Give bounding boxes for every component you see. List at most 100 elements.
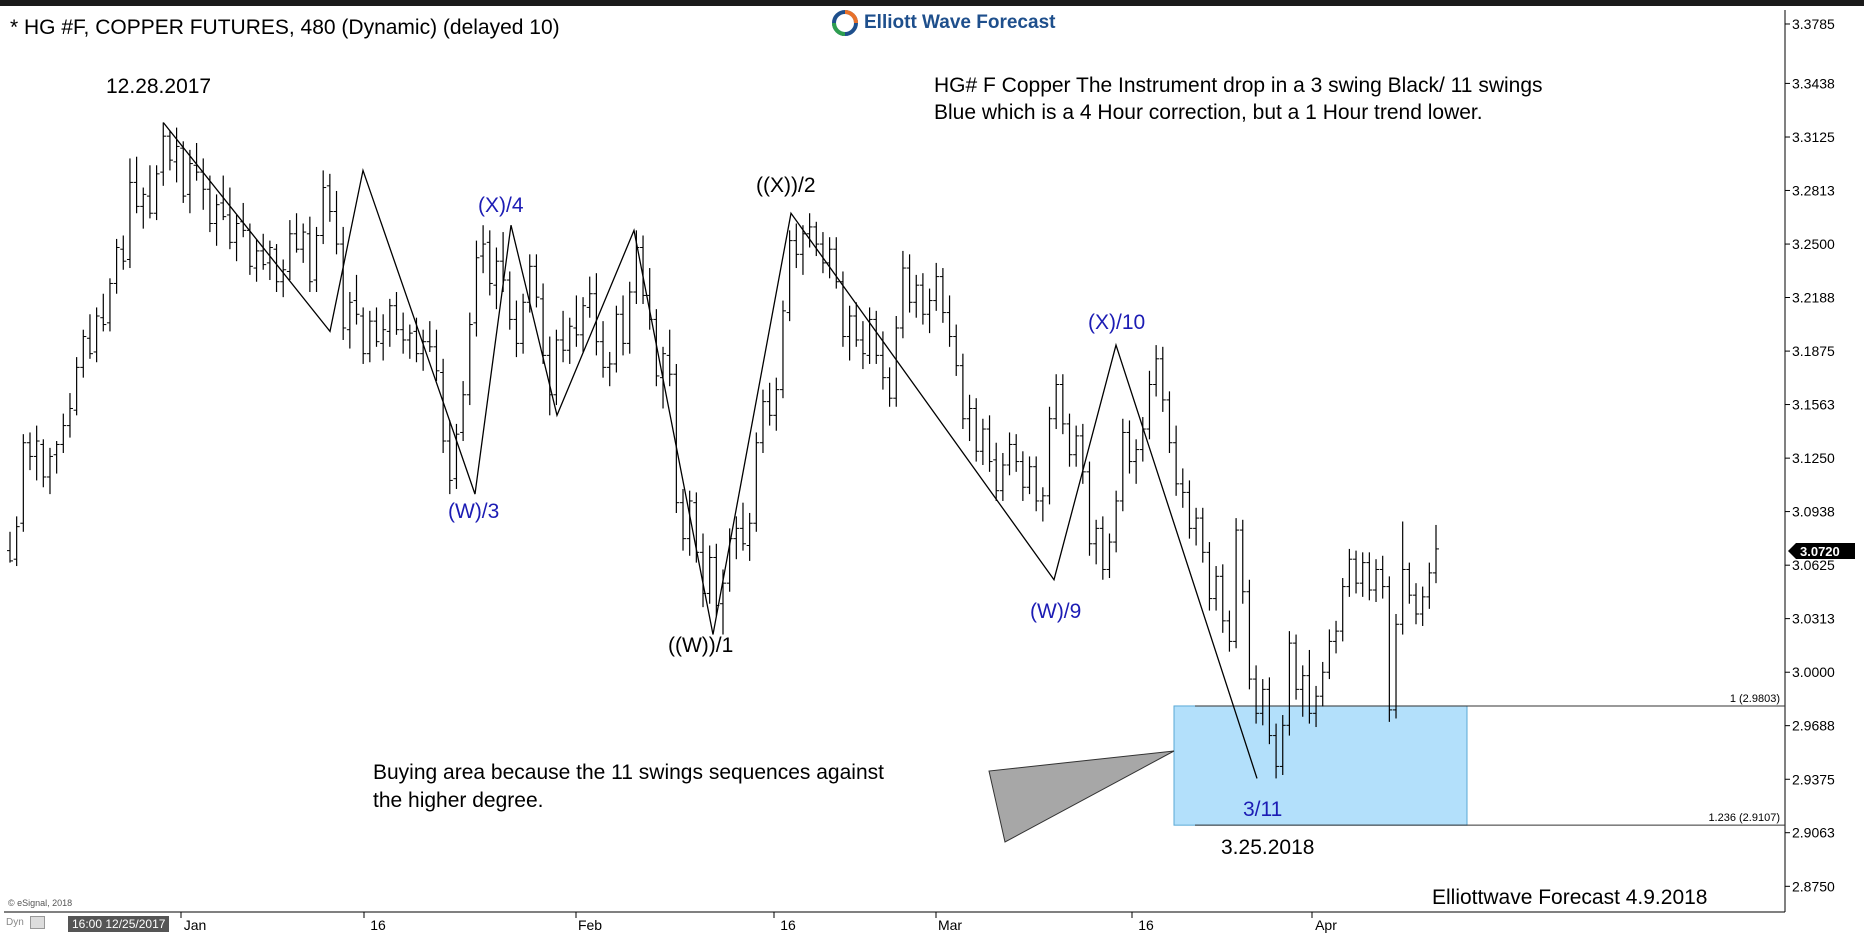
ohlc-bar: [1373, 559, 1380, 603]
ohlc-bar: [1353, 550, 1360, 594]
ohlc-bar: [1146, 370, 1153, 440]
ohlc-bar: [446, 420, 453, 495]
ohlc-bar: [1099, 516, 1106, 580]
ohlc-bar: [873, 310, 880, 364]
copyright: © eSignal, 2018: [8, 898, 73, 908]
y-tick-label: 3.0313: [1792, 611, 1835, 627]
ohlc-bar: [166, 131, 173, 171]
ohlc-bar: [793, 223, 800, 269]
ohlc-bar: [460, 381, 467, 442]
ohlc-bar: [540, 283, 547, 364]
ohlc-bar: [919, 273, 926, 325]
ohlc-bar: [293, 213, 300, 253]
dyn-label: Dyn: [6, 917, 24, 928]
ohlc-bar: [1159, 346, 1166, 412]
ohlc-bar: [1239, 519, 1246, 604]
x-tick-label: Feb: [578, 917, 602, 933]
ohlc-bar: [946, 295, 953, 347]
footer-credit: Elliottwave Forecast 4.9.2018: [1432, 886, 1708, 909]
ohlc-bar: [133, 156, 140, 214]
ohlc-bar: [1206, 542, 1213, 611]
ohlc-bar: [1133, 439, 1140, 484]
wave-label-w9: (W)/9: [1030, 600, 1082, 623]
ohlc-bar: [1073, 425, 1080, 467]
ohlc-bar: [1059, 374, 1066, 435]
ohlc-bar: [600, 321, 607, 378]
y-tick-label: 3.1250: [1792, 450, 1835, 466]
last-price-badge: 3.0720: [1788, 543, 1855, 559]
ohlc-bar: [1326, 629, 1333, 680]
ohlc-bar: [1199, 507, 1206, 563]
ohlc-bar: [1226, 610, 1233, 652]
buying-area-note-line-2: the higher degree.: [373, 789, 544, 812]
ohlc-bar: [999, 453, 1006, 501]
elliott-wave-line: [162, 122, 1258, 779]
y-tick-label: 3.2813: [1792, 182, 1835, 198]
ohlc-bar: [959, 353, 966, 430]
pointer-arrow: [988, 750, 1175, 843]
ohlc-bar: [1213, 566, 1220, 611]
ohlc-bar: [779, 300, 786, 399]
x-tick-label: Jan: [184, 917, 207, 933]
ohlc-bar: [26, 432, 33, 471]
y-tick-label: 2.9063: [1792, 825, 1835, 841]
ohlc-bar: [386, 298, 393, 347]
y-tick-label: 2.9688: [1792, 718, 1835, 734]
ohlc-bar: [1406, 562, 1413, 604]
ohlc-bar: [100, 293, 107, 332]
ohlc-bar: [753, 432, 760, 532]
y-tick-label: 3.3125: [1792, 129, 1835, 145]
buying-area-box: [1173, 705, 1468, 826]
ohlc-bar: [126, 158, 133, 269]
ohlc-bar: [1339, 578, 1346, 642]
ohlc-bar: [440, 358, 447, 454]
ohlc-bar: [586, 276, 593, 318]
ohlc-bar: [33, 425, 40, 481]
ohlc-bar: [1333, 620, 1340, 654]
ohlc-bar: [426, 321, 433, 352]
wave-label-xx2: ((X))/2: [756, 174, 816, 197]
ohlc-bar: [260, 233, 267, 270]
ohlc-bar: [1266, 677, 1273, 745]
ohlc-bar: [766, 382, 773, 426]
ohlc-bar: [480, 225, 487, 274]
ohlc-bar: [1119, 418, 1126, 512]
ohlc-bar: [1279, 715, 1286, 775]
ohlc-bar: [966, 394, 973, 442]
ohlc-bar: [953, 324, 960, 376]
ohlc-bar: [1293, 634, 1300, 700]
ohlc-bar: [933, 262, 940, 311]
ohlc-bar: [173, 127, 180, 183]
last-price-value: 3.0720: [1800, 544, 1840, 559]
wave-label-x10: (X)/10: [1088, 311, 1146, 334]
ohlc-bar: [1093, 519, 1100, 565]
ohlc-bar: [566, 317, 573, 364]
y-tick-label: 2.8750: [1792, 878, 1835, 894]
ohlc-bar: [626, 281, 633, 354]
ohlc-bar: [786, 230, 793, 322]
ohlc-bar: [233, 214, 240, 262]
ohlc-bar: [640, 235, 647, 305]
analysis-note: HG# F Copper The Instrument drop in a 3 …: [934, 72, 1543, 126]
ohlc-bar: [1086, 461, 1093, 556]
ohlc-bar: [1319, 661, 1326, 707]
ohlc-bar: [353, 274, 360, 325]
ohlc-bar: [620, 295, 627, 356]
brand-logo: Elliott Wave Forecast: [826, 8, 1062, 38]
ohlc-bar: [393, 292, 400, 335]
ohlc-bar: [573, 295, 580, 347]
ohlc-bar: [286, 220, 293, 281]
ohlc-bar: [739, 502, 746, 551]
ohlc-bar: [406, 324, 413, 359]
ohlc-bar: [486, 230, 493, 296]
ohlc-bar: [253, 238, 260, 282]
chart-title: * HG #F, COPPER FUTURES, 480 (Dynamic) (…: [10, 16, 560, 39]
scroll-toggle-icon[interactable]: [30, 916, 45, 929]
ohlc-bar: [1419, 586, 1426, 626]
ohlc-bar: [893, 315, 900, 407]
ohlc-bar: [66, 393, 73, 438]
ohlc-bar: [1006, 432, 1013, 476]
ohlc-bar: [986, 415, 993, 472]
ohlc-bar: [1013, 434, 1020, 472]
